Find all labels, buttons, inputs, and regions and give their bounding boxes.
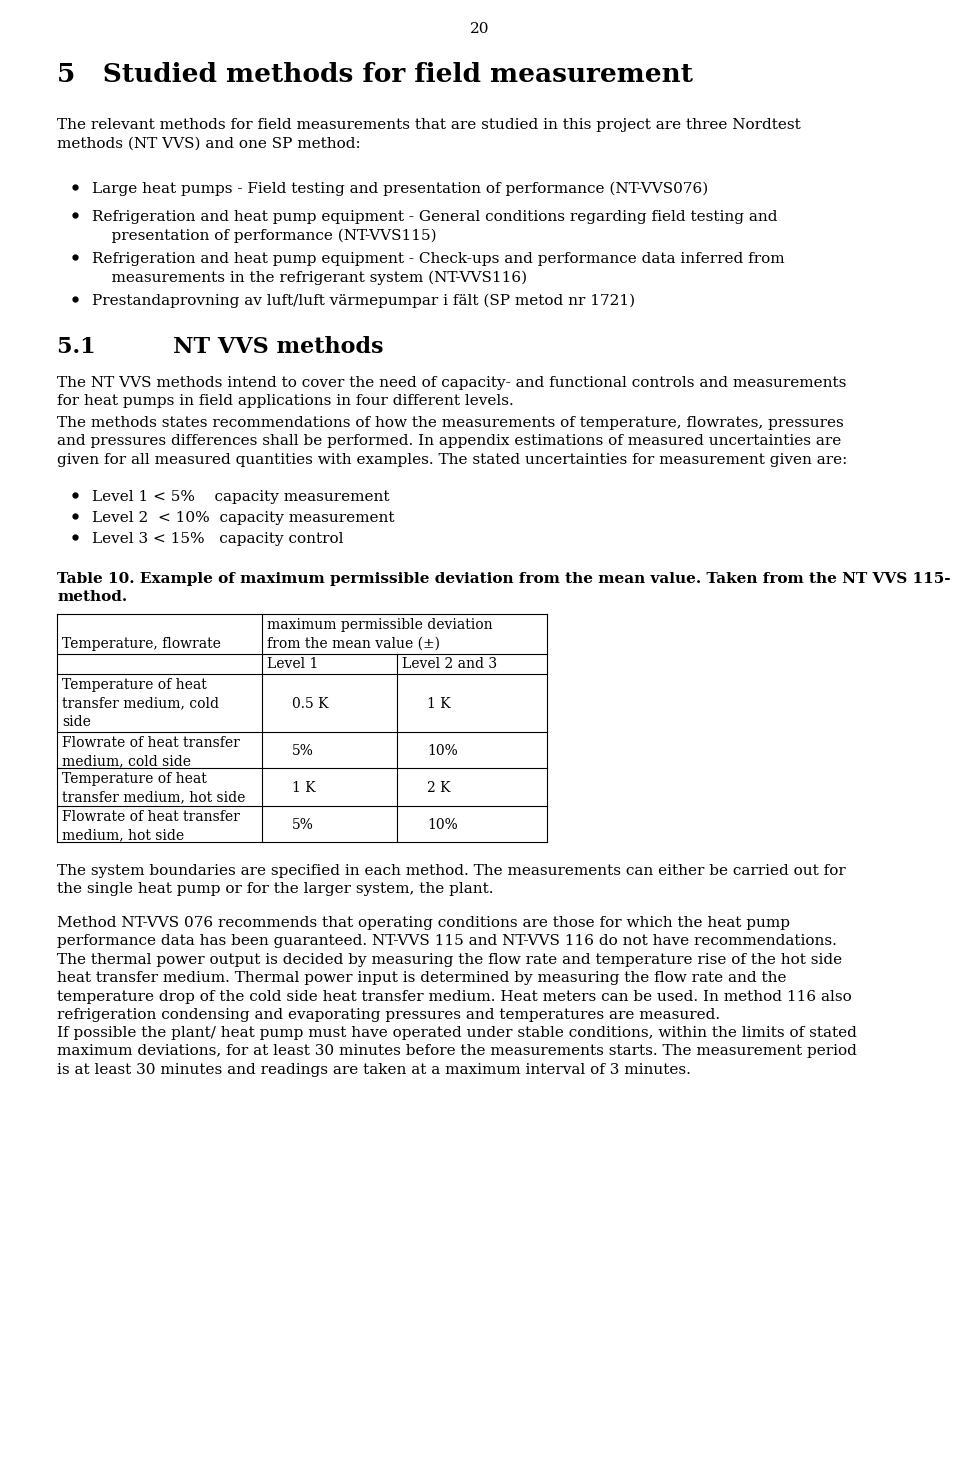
Text: Level 2  < 10%  capacity measurement: Level 2 < 10% capacity measurement (92, 512, 395, 525)
Text: 5.1          NT VVS methods: 5.1 NT VVS methods (57, 337, 383, 357)
Text: If possible the plant/ heat pump must have operated under stable conditions, wit: If possible the plant/ heat pump must ha… (57, 1026, 857, 1077)
Text: The relevant methods for field measurements that are studied in this project are: The relevant methods for field measureme… (57, 119, 801, 150)
Text: Temperature, flowrate: Temperature, flowrate (62, 638, 221, 651)
Text: Level 1: Level 1 (267, 657, 319, 670)
Text: The NT VVS methods intend to cover the need of capacity- and functional controls: The NT VVS methods intend to cover the n… (57, 377, 847, 408)
Text: 20: 20 (470, 22, 490, 36)
Text: 1 K: 1 K (427, 697, 450, 710)
Text: 5   Studied methods for field measurement: 5 Studied methods for field measurement (57, 62, 693, 87)
Text: 1 K: 1 K (292, 782, 316, 795)
Text: Table 10. Example of maximum permissible deviation from the mean value. Taken fr: Table 10. Example of maximum permissible… (57, 572, 950, 605)
Text: Method NT-VVS 076 recommends that operating conditions are those for which the h: Method NT-VVS 076 recommends that operat… (57, 916, 852, 1022)
Text: Flowrate of heat transfer
medium, hot side: Flowrate of heat transfer medium, hot si… (62, 810, 240, 842)
Text: Refrigeration and heat pump equipment - General conditions regarding field testi: Refrigeration and heat pump equipment - … (92, 211, 778, 243)
Text: Level 2 and 3: Level 2 and 3 (402, 657, 497, 670)
Text: 0.5 K: 0.5 K (292, 697, 328, 710)
Text: Flowrate of heat transfer
medium, cold side: Flowrate of heat transfer medium, cold s… (62, 736, 240, 768)
Text: Level 1 < 5%    capacity measurement: Level 1 < 5% capacity measurement (92, 489, 390, 504)
Text: Level 3 < 15%   capacity control: Level 3 < 15% capacity control (92, 532, 344, 546)
Text: The system boundaries are specified in each method. The measurements can either : The system boundaries are specified in e… (57, 865, 846, 896)
Text: 10%: 10% (427, 744, 458, 758)
Text: Large heat pumps - Field testing and presentation of performance (NT-VVS076): Large heat pumps - Field testing and pre… (92, 182, 708, 196)
Text: The methods states recommendations of how the measurements of temperature, flowr: The methods states recommendations of ho… (57, 417, 848, 467)
Text: 5%: 5% (292, 819, 314, 832)
Text: 10%: 10% (427, 819, 458, 832)
Text: maximum permissible deviation
from the mean value (±): maximum permissible deviation from the m… (267, 618, 492, 651)
Text: Temperature of heat
transfer medium, hot side: Temperature of heat transfer medium, hot… (62, 773, 246, 804)
Text: Temperature of heat
transfer medium, cold
side: Temperature of heat transfer medium, col… (62, 678, 219, 728)
Text: Prestandaprovning av luft/luft värmepumpar i fält (SP metod nr 1721): Prestandaprovning av luft/luft värmepump… (92, 294, 636, 308)
Text: 5%: 5% (292, 744, 314, 758)
Text: 2 K: 2 K (427, 782, 450, 795)
Text: Refrigeration and heat pump equipment - Check-ups and performance data inferred : Refrigeration and heat pump equipment - … (92, 252, 784, 285)
